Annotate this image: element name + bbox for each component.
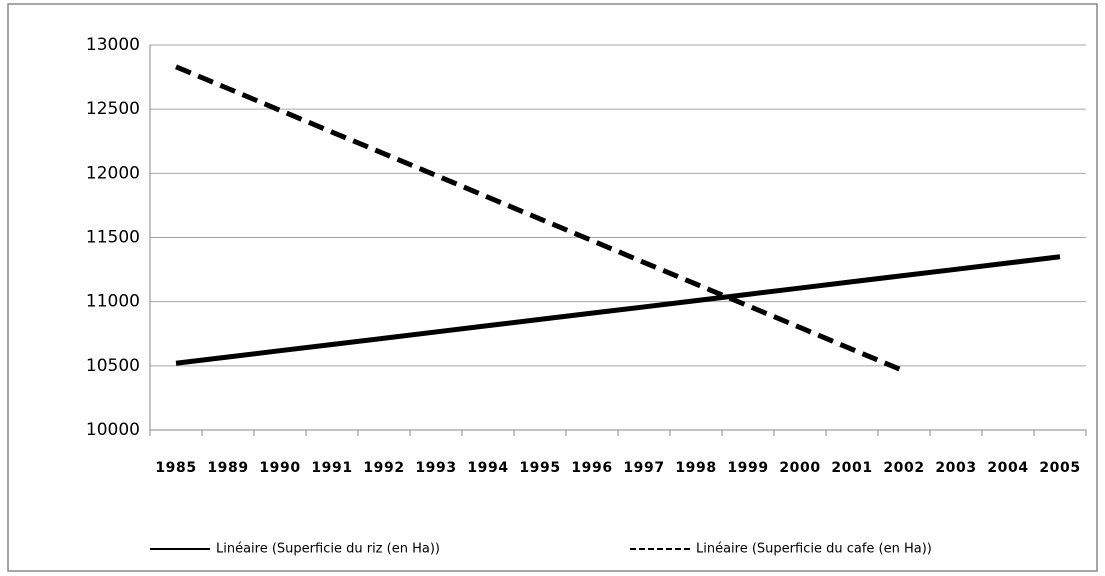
y-tick-label: 11000 — [86, 292, 140, 312]
legend-label: Linéaire (Superficie du cafe (en Ha)) — [696, 542, 932, 557]
x-tick-label: 2001 — [831, 460, 872, 476]
x-tick-label: 1992 — [363, 460, 404, 476]
x-tick-label: 1995 — [519, 460, 560, 476]
x-tick-label: 1985 — [155, 460, 196, 476]
y-tick-label: 12500 — [86, 99, 140, 119]
x-tick-label: 1989 — [207, 460, 248, 476]
series-line — [175, 254, 1061, 366]
x-tick-label: 1998 — [675, 460, 716, 476]
chart-frame — [7, 3, 1098, 572]
x-tick-label: 2005 — [1039, 460, 1080, 476]
x-tick-label: 2002 — [883, 460, 924, 476]
legend-label: Linéaire (Superficie du riz (en Ha)) — [216, 542, 440, 557]
y-tick-label: 10500 — [86, 356, 140, 376]
y-tick-label: 11500 — [86, 228, 140, 248]
y-tick-label: 10000 — [86, 420, 140, 440]
y-tick-label: 12000 — [86, 163, 140, 183]
x-tick-label: 2000 — [779, 460, 820, 476]
x-tick-label: 1994 — [467, 460, 508, 476]
x-tick-label: 1993 — [415, 460, 456, 476]
x-tick-label: 1996 — [571, 460, 612, 476]
x-tick-label: 1999 — [727, 460, 768, 476]
x-tick-label: 2004 — [987, 460, 1028, 476]
x-tick-label: 1990 — [259, 460, 300, 476]
x-tick-label: 1997 — [623, 460, 664, 476]
series-line — [175, 64, 905, 374]
x-tick-label: 1991 — [311, 460, 352, 476]
x-tick-label: 2003 — [935, 460, 976, 476]
y-tick-label: 13000 — [86, 35, 140, 55]
